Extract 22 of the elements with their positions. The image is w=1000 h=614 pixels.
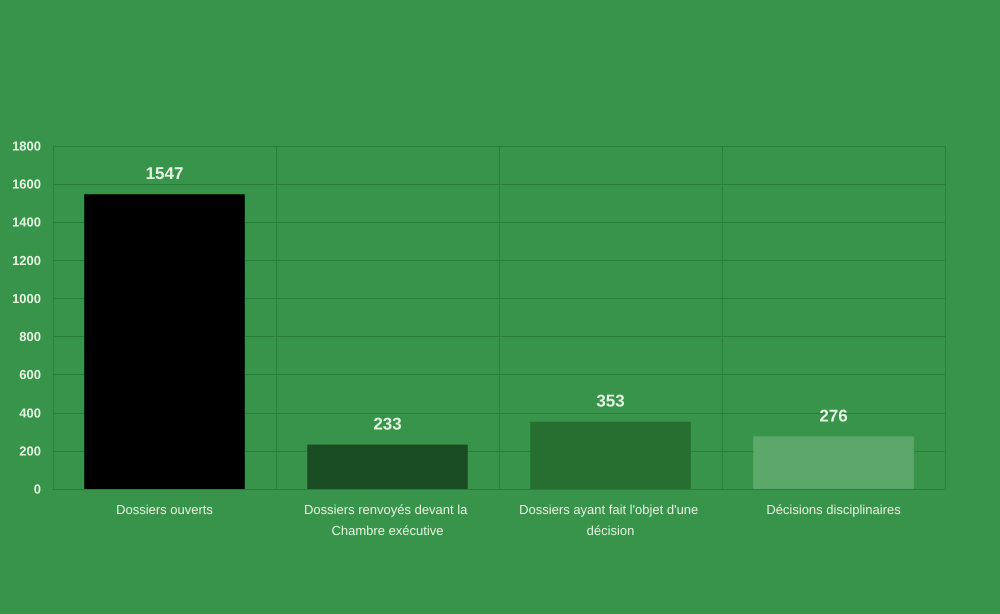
- y-tick-label: 0: [34, 482, 41, 496]
- bar: [307, 444, 468, 489]
- y-tick-label: 600: [19, 367, 41, 382]
- data-label: 1547: [146, 164, 184, 184]
- x-tick-label: Dossiers renvoyés devant la Chambre exécutive: [304, 502, 471, 538]
- x-tick-label: Dossiers ayant fait l'objet d'une décision: [519, 502, 702, 538]
- bar: [530, 422, 691, 489]
- x-tick-label: Dossiers ouverts: [116, 502, 214, 517]
- data-label: 233: [373, 414, 402, 434]
- y-tick-label: 1400: [12, 214, 41, 230]
- y-tick-label: 800: [19, 329, 41, 344]
- y-tick-label: 200: [19, 443, 41, 458]
- bar: [84, 194, 245, 489]
- data-label: 353: [596, 392, 625, 411]
- y-tick-label: 1600: [12, 176, 41, 192]
- data-label: 276: [819, 406, 848, 426]
- y-tick-label: 1000: [12, 290, 41, 306]
- y-tick-label: 1800: [12, 138, 41, 154]
- y-tick-label: 400: [19, 405, 41, 420]
- y-tick-label: 1200: [12, 252, 41, 268]
- x-tick-label: Décisions disciplinaires: [766, 502, 902, 517]
- bar: [753, 436, 914, 489]
